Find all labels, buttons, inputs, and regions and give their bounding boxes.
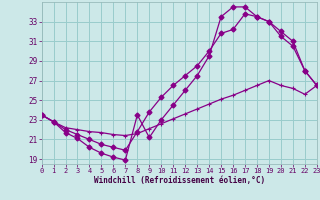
X-axis label: Windchill (Refroidissement éolien,°C): Windchill (Refroidissement éolien,°C)	[94, 176, 265, 185]
